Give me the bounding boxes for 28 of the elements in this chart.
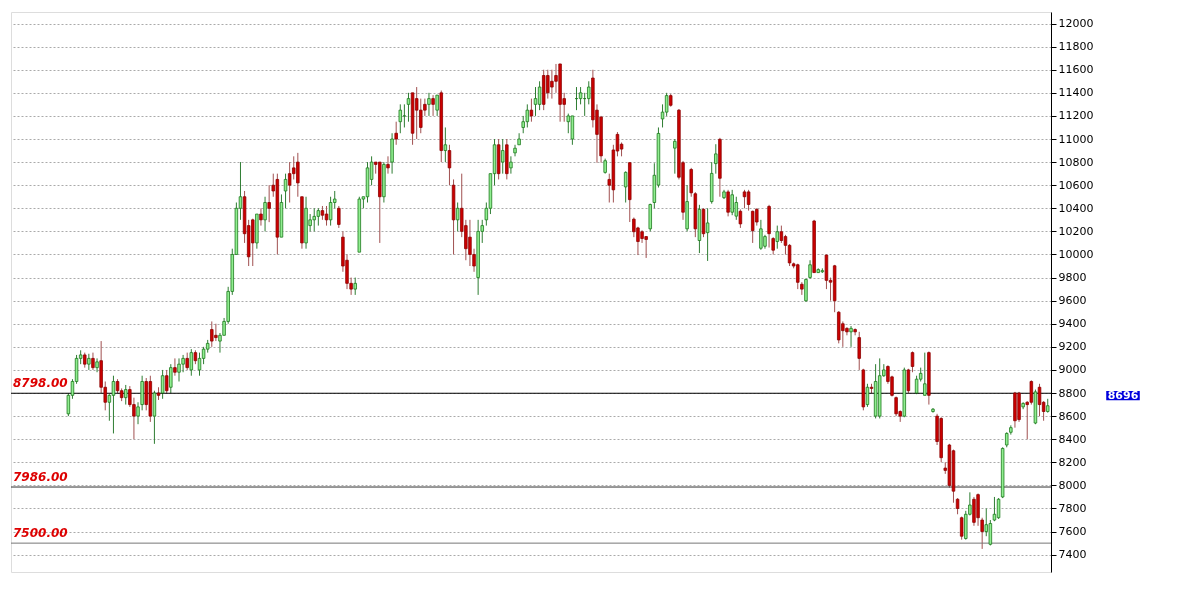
- y-tick-label: 9600: [1058, 294, 1087, 308]
- y-tick-label: 9400: [1058, 317, 1087, 331]
- y-tick-label: 7800: [1058, 501, 1087, 515]
- ref-line-label: 8798.00: [13, 376, 68, 391]
- y-tick-label: 7600: [1058, 525, 1087, 539]
- y-tick-label: 7400: [1058, 548, 1087, 562]
- y-tick-label: 10200: [1058, 224, 1094, 238]
- y-tick-label: 8400: [1058, 432, 1087, 446]
- y-tick-label: 9800: [1058, 271, 1087, 285]
- y-tick-label: 8800: [1058, 386, 1087, 400]
- y-tick-label: 8600: [1058, 409, 1087, 423]
- y-tick-label: 9000: [1058, 363, 1087, 377]
- y-tick-label: 8000: [1058, 478, 1087, 492]
- y-tick-label: 11800: [1058, 40, 1094, 54]
- y-tick-label: 10600: [1058, 178, 1094, 192]
- y-tick-label: 11600: [1058, 63, 1094, 77]
- ref-line-label: 7986.00: [13, 470, 68, 485]
- ref-line-label: 7500.00: [13, 526, 68, 541]
- text: 8696: [1107, 388, 1139, 402]
- y-tick-label: 11200: [1058, 109, 1094, 123]
- y-tick-label: 8200: [1058, 455, 1087, 469]
- y-tick-label: 9200: [1058, 340, 1087, 354]
- y-tick-label: 11400: [1058, 86, 1094, 100]
- y-tick-label: 10000: [1058, 247, 1094, 261]
- y-tick-label: 11000: [1058, 132, 1094, 146]
- y-tick-label: 12000: [1058, 17, 1094, 31]
- y-tick-label: 10400: [1058, 201, 1094, 215]
- y-tick-label: 10800: [1058, 155, 1094, 169]
